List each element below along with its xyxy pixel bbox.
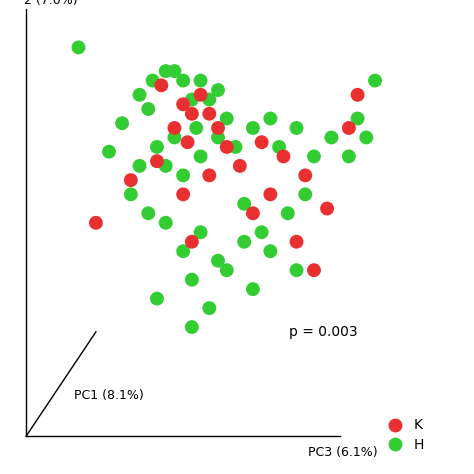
Point [266,247,274,255]
Point [310,153,318,160]
Point [153,143,161,151]
Point [145,210,152,217]
Point [249,124,257,132]
Point [197,153,204,160]
Point [223,115,230,122]
Point [371,77,379,84]
Point [258,138,265,146]
Point [206,110,213,118]
Point [197,77,204,84]
Legend: K, H: K, H [376,413,429,457]
Point [206,172,213,179]
Point [92,219,100,227]
Point [258,228,265,236]
Point [214,86,222,94]
Point [206,96,213,103]
Point [310,266,318,274]
Point [179,247,187,255]
Point [345,124,353,132]
Point [240,200,248,208]
Point [232,143,239,151]
Point [293,124,301,132]
Point [301,172,309,179]
Point [284,210,292,217]
Point [293,266,301,274]
Text: p = 0.003: p = 0.003 [289,325,357,339]
Point [153,157,161,165]
Point [345,153,353,160]
Point [105,148,113,155]
Point [266,115,274,122]
Point [162,67,170,75]
Point [206,304,213,312]
Point [179,100,187,108]
Point [162,219,170,227]
Point [149,77,156,84]
Point [188,323,196,331]
Text: PC3 (6.1%): PC3 (6.1%) [308,446,377,458]
Point [236,162,244,170]
Point [354,115,361,122]
Point [184,138,191,146]
Point [171,134,178,141]
Point [136,91,143,99]
Point [223,143,230,151]
Point [275,143,283,151]
Point [214,124,222,132]
Text: 2 (7.0%): 2 (7.0%) [24,0,78,7]
Point [136,162,143,170]
Point [197,91,204,99]
Point [280,153,287,160]
Point [223,266,230,274]
Point [249,210,257,217]
Point [188,96,196,103]
Point [171,67,178,75]
Point [301,191,309,198]
Point [323,205,331,212]
Point [171,124,178,132]
Point [188,110,196,118]
Point [75,44,82,51]
Point [118,119,126,127]
Point [197,228,204,236]
Point [328,134,335,141]
Point [179,191,187,198]
Point [293,238,301,246]
Point [127,176,135,184]
Point [179,77,187,84]
Point [127,191,135,198]
Point [363,134,370,141]
Point [214,134,222,141]
Text: PC1 (8.1%): PC1 (8.1%) [74,389,144,401]
Point [192,124,200,132]
Point [240,238,248,246]
Point [153,295,161,302]
Point [162,162,170,170]
Point [249,285,257,293]
Point [354,91,361,99]
Point [188,238,196,246]
Point [214,257,222,264]
Point [157,82,165,89]
Point [188,276,196,283]
Point [145,105,152,113]
Point [179,172,187,179]
Point [266,191,274,198]
